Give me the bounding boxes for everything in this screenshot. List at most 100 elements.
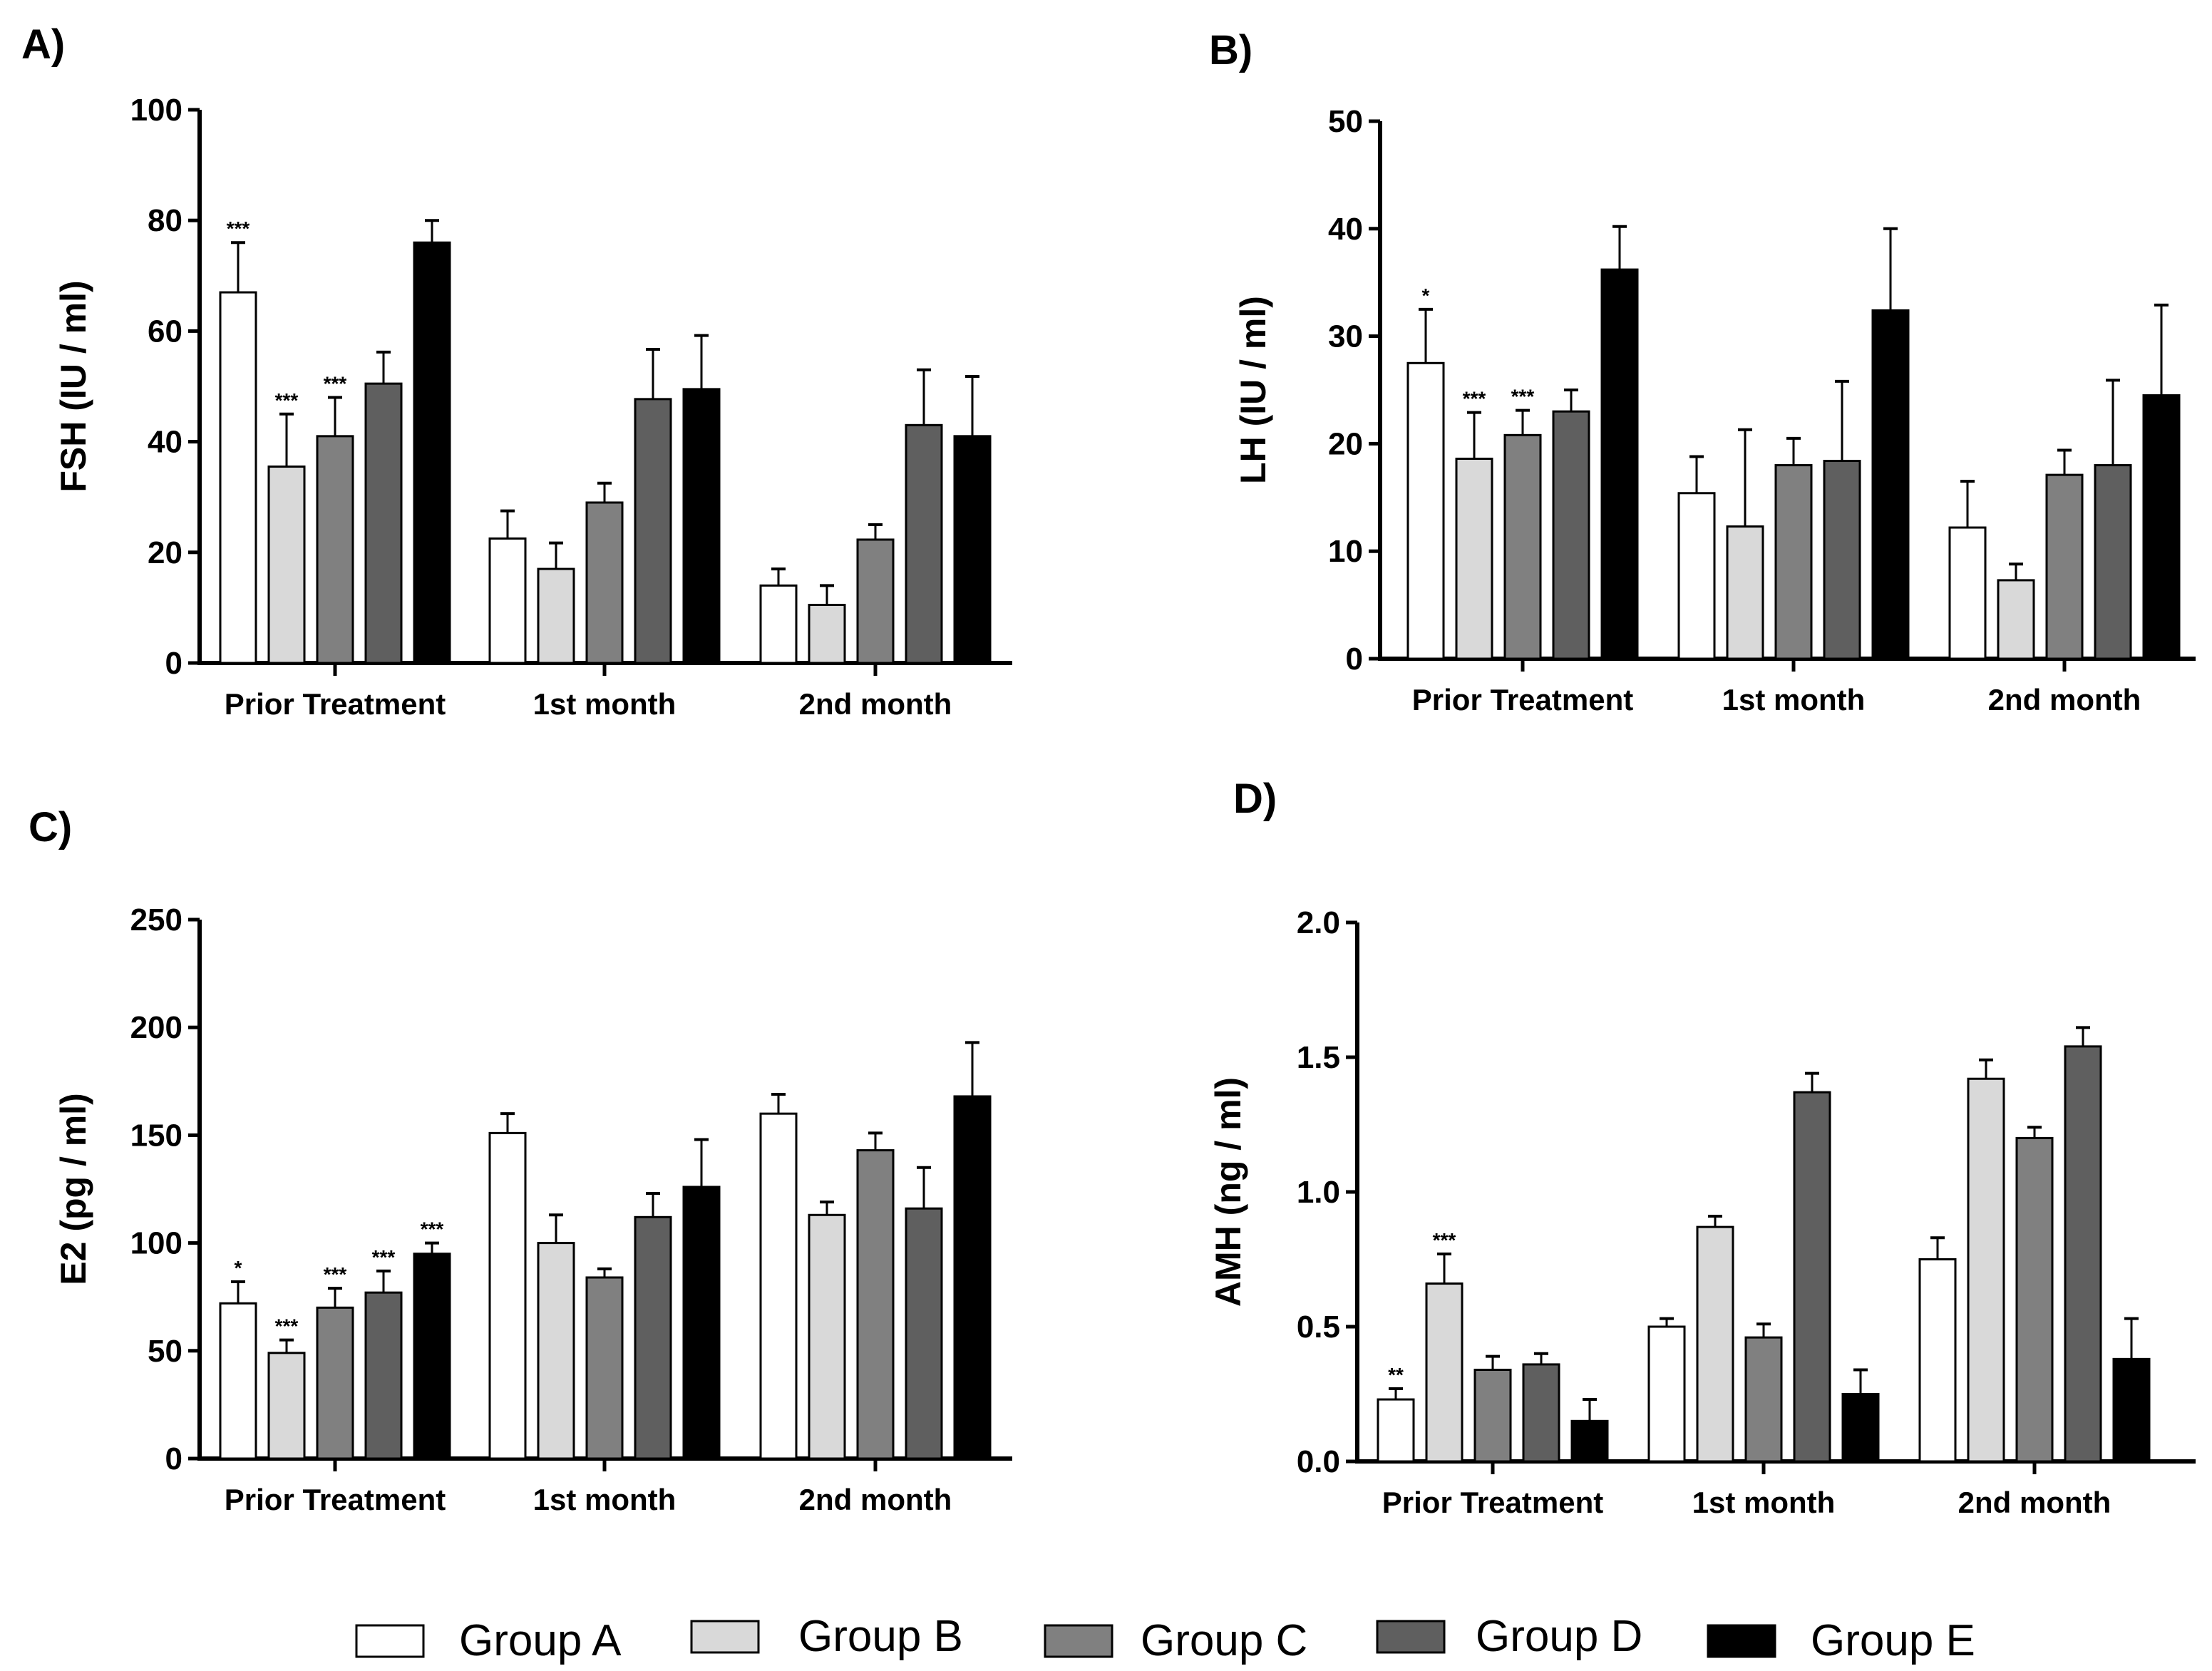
significance-marker: *** bbox=[275, 1315, 299, 1337]
bar-group-e bbox=[1600, 268, 1639, 660]
bar-group-b bbox=[1696, 1225, 1734, 1463]
y-tick-label: 250 bbox=[130, 903, 182, 937]
bar-group-a bbox=[1647, 1325, 1686, 1463]
panel-label: B) bbox=[1209, 27, 1252, 73]
bar-group-e bbox=[2142, 394, 2181, 660]
x-tick-label: 1st month bbox=[533, 687, 677, 721]
chart-panel-b: B) 0 10 20 30 40 50 LH (IU / ml) Prior Treatment… bbox=[1209, 27, 2196, 716]
chart-panel-a: A) 0 20 40 60 80 100 FSH (IU / ml) Prior Treatme… bbox=[21, 21, 1012, 721]
legend-label: Group A bbox=[459, 1616, 622, 1665]
legend-label: Group E bbox=[1811, 1616, 1975, 1665]
y-tick-label: 0 bbox=[165, 646, 182, 681]
y-tick-label: 30 bbox=[1328, 319, 1363, 354]
bar-group-c bbox=[856, 1149, 895, 1460]
bar-group-d bbox=[634, 398, 672, 664]
y-tick-label: 20 bbox=[1328, 426, 1363, 461]
legend-label: Group C bbox=[1141, 1616, 1307, 1665]
y-tick-label: 0 bbox=[1346, 642, 1363, 677]
bar-group-e bbox=[953, 1095, 992, 1460]
significance-marker: * bbox=[1422, 284, 1430, 307]
bar-group-d bbox=[905, 1207, 943, 1460]
significance-marker: *** bbox=[1511, 386, 1535, 408]
significance-marker: *** bbox=[1463, 388, 1486, 410]
y-tick-label: 100 bbox=[130, 1226, 182, 1261]
x-tick-label: 2nd month bbox=[1958, 1486, 2111, 1519]
bar-group-e bbox=[413, 1253, 451, 1460]
y-axis-label: E2 (pg / ml) bbox=[53, 1093, 93, 1285]
y-axis-label: AMH (ng / ml) bbox=[1208, 1077, 1248, 1307]
bar-group-e bbox=[1871, 309, 1910, 660]
x-tick-label: 1st month bbox=[533, 1483, 677, 1516]
bar-group-d bbox=[1522, 1363, 1560, 1463]
y-tick-label: 1.5 bbox=[1297, 1040, 1340, 1075]
bar-group-b bbox=[808, 604, 846, 664]
bar-group-e bbox=[682, 1186, 721, 1460]
bar-group-e bbox=[953, 435, 992, 664]
significance-marker: * bbox=[235, 1257, 242, 1279]
bar-group-a bbox=[1948, 526, 1987, 660]
bar-group-d bbox=[364, 1291, 403, 1460]
y-tick-label: 0 bbox=[165, 1441, 182, 1476]
significance-marker: *** bbox=[1433, 1229, 1456, 1251]
bar-group-a bbox=[1377, 1398, 1415, 1463]
x-tick-label: 2nd month bbox=[1988, 683, 2141, 716]
significance-marker: *** bbox=[324, 373, 347, 395]
y-tick-label: 0.0 bbox=[1297, 1444, 1340, 1479]
bar-group-b bbox=[1967, 1077, 2005, 1463]
significance-marker: *** bbox=[421, 1218, 444, 1240]
x-tick-label: 1st month bbox=[1692, 1486, 1836, 1519]
x-tick-label: Prior Treatment bbox=[1382, 1486, 1603, 1519]
bar-group-d bbox=[1793, 1091, 1831, 1463]
significance-marker: *** bbox=[227, 217, 250, 240]
bar-group-d bbox=[2064, 1045, 2102, 1463]
bar-group-e bbox=[413, 241, 451, 664]
legend-label: Group B bbox=[798, 1612, 963, 1661]
y-tick-label: 200 bbox=[130, 1010, 182, 1045]
y-tick-label: 80 bbox=[148, 203, 182, 238]
bar-group-b bbox=[537, 567, 575, 664]
y-tick-label: 60 bbox=[148, 314, 182, 349]
y-tick-label: 40 bbox=[148, 425, 182, 460]
bar-group-c bbox=[856, 538, 895, 664]
legend-swatch bbox=[1376, 1620, 1446, 1654]
bar-group-a bbox=[759, 1112, 798, 1460]
bar-group-c bbox=[1503, 433, 1542, 660]
bar-group-a bbox=[1918, 1258, 1957, 1463]
bar-group-d bbox=[1552, 410, 1590, 660]
bar-group-b bbox=[267, 466, 306, 664]
panel-label: A) bbox=[21, 21, 65, 68]
y-tick-label: 150 bbox=[130, 1118, 182, 1153]
panel-label: D) bbox=[1233, 776, 1277, 822]
bar-group-b bbox=[1455, 458, 1493, 660]
bar-group-e bbox=[2112, 1357, 2151, 1463]
x-tick-label: 2nd month bbox=[799, 1483, 952, 1516]
legend-swatch bbox=[1044, 1624, 1113, 1658]
y-axis-label: LH (IU / ml) bbox=[1233, 296, 1273, 484]
bar-group-a bbox=[1406, 361, 1445, 660]
y-tick-label: 40 bbox=[1328, 212, 1363, 247]
bar-group-a bbox=[219, 291, 257, 664]
bar-group-d bbox=[905, 423, 943, 664]
bar-group-c bbox=[316, 435, 354, 664]
bar-group-c bbox=[585, 501, 624, 664]
chart-panel-c: C) 0 50 100 150 200 250 E2 (pg / ml) Prior Treat… bbox=[29, 804, 1012, 1516]
y-tick-label: 0.5 bbox=[1297, 1310, 1340, 1344]
significance-marker: *** bbox=[275, 389, 299, 411]
legend-label: Group D bbox=[1476, 1612, 1642, 1661]
y-tick-label: 2.0 bbox=[1297, 905, 1340, 940]
panel-label: C) bbox=[29, 804, 72, 850]
x-tick-label: 2nd month bbox=[799, 687, 952, 721]
bar-group-c bbox=[2045, 473, 2084, 660]
significance-marker: *** bbox=[324, 1263, 347, 1285]
bar-group-d bbox=[634, 1215, 672, 1460]
y-tick-label: 10 bbox=[1328, 534, 1363, 569]
y-tick-label: 50 bbox=[1328, 104, 1363, 139]
x-tick-label: Prior Treatment bbox=[225, 1483, 446, 1516]
bar-group-a bbox=[759, 584, 798, 664]
x-tick-label: 1st month bbox=[1722, 683, 1866, 716]
bar-group-b bbox=[1997, 579, 2035, 660]
y-axis-label: FSH (IU / ml) bbox=[53, 280, 93, 492]
bar-group-b bbox=[267, 1352, 306, 1460]
bar-group-c bbox=[1744, 1336, 1783, 1463]
